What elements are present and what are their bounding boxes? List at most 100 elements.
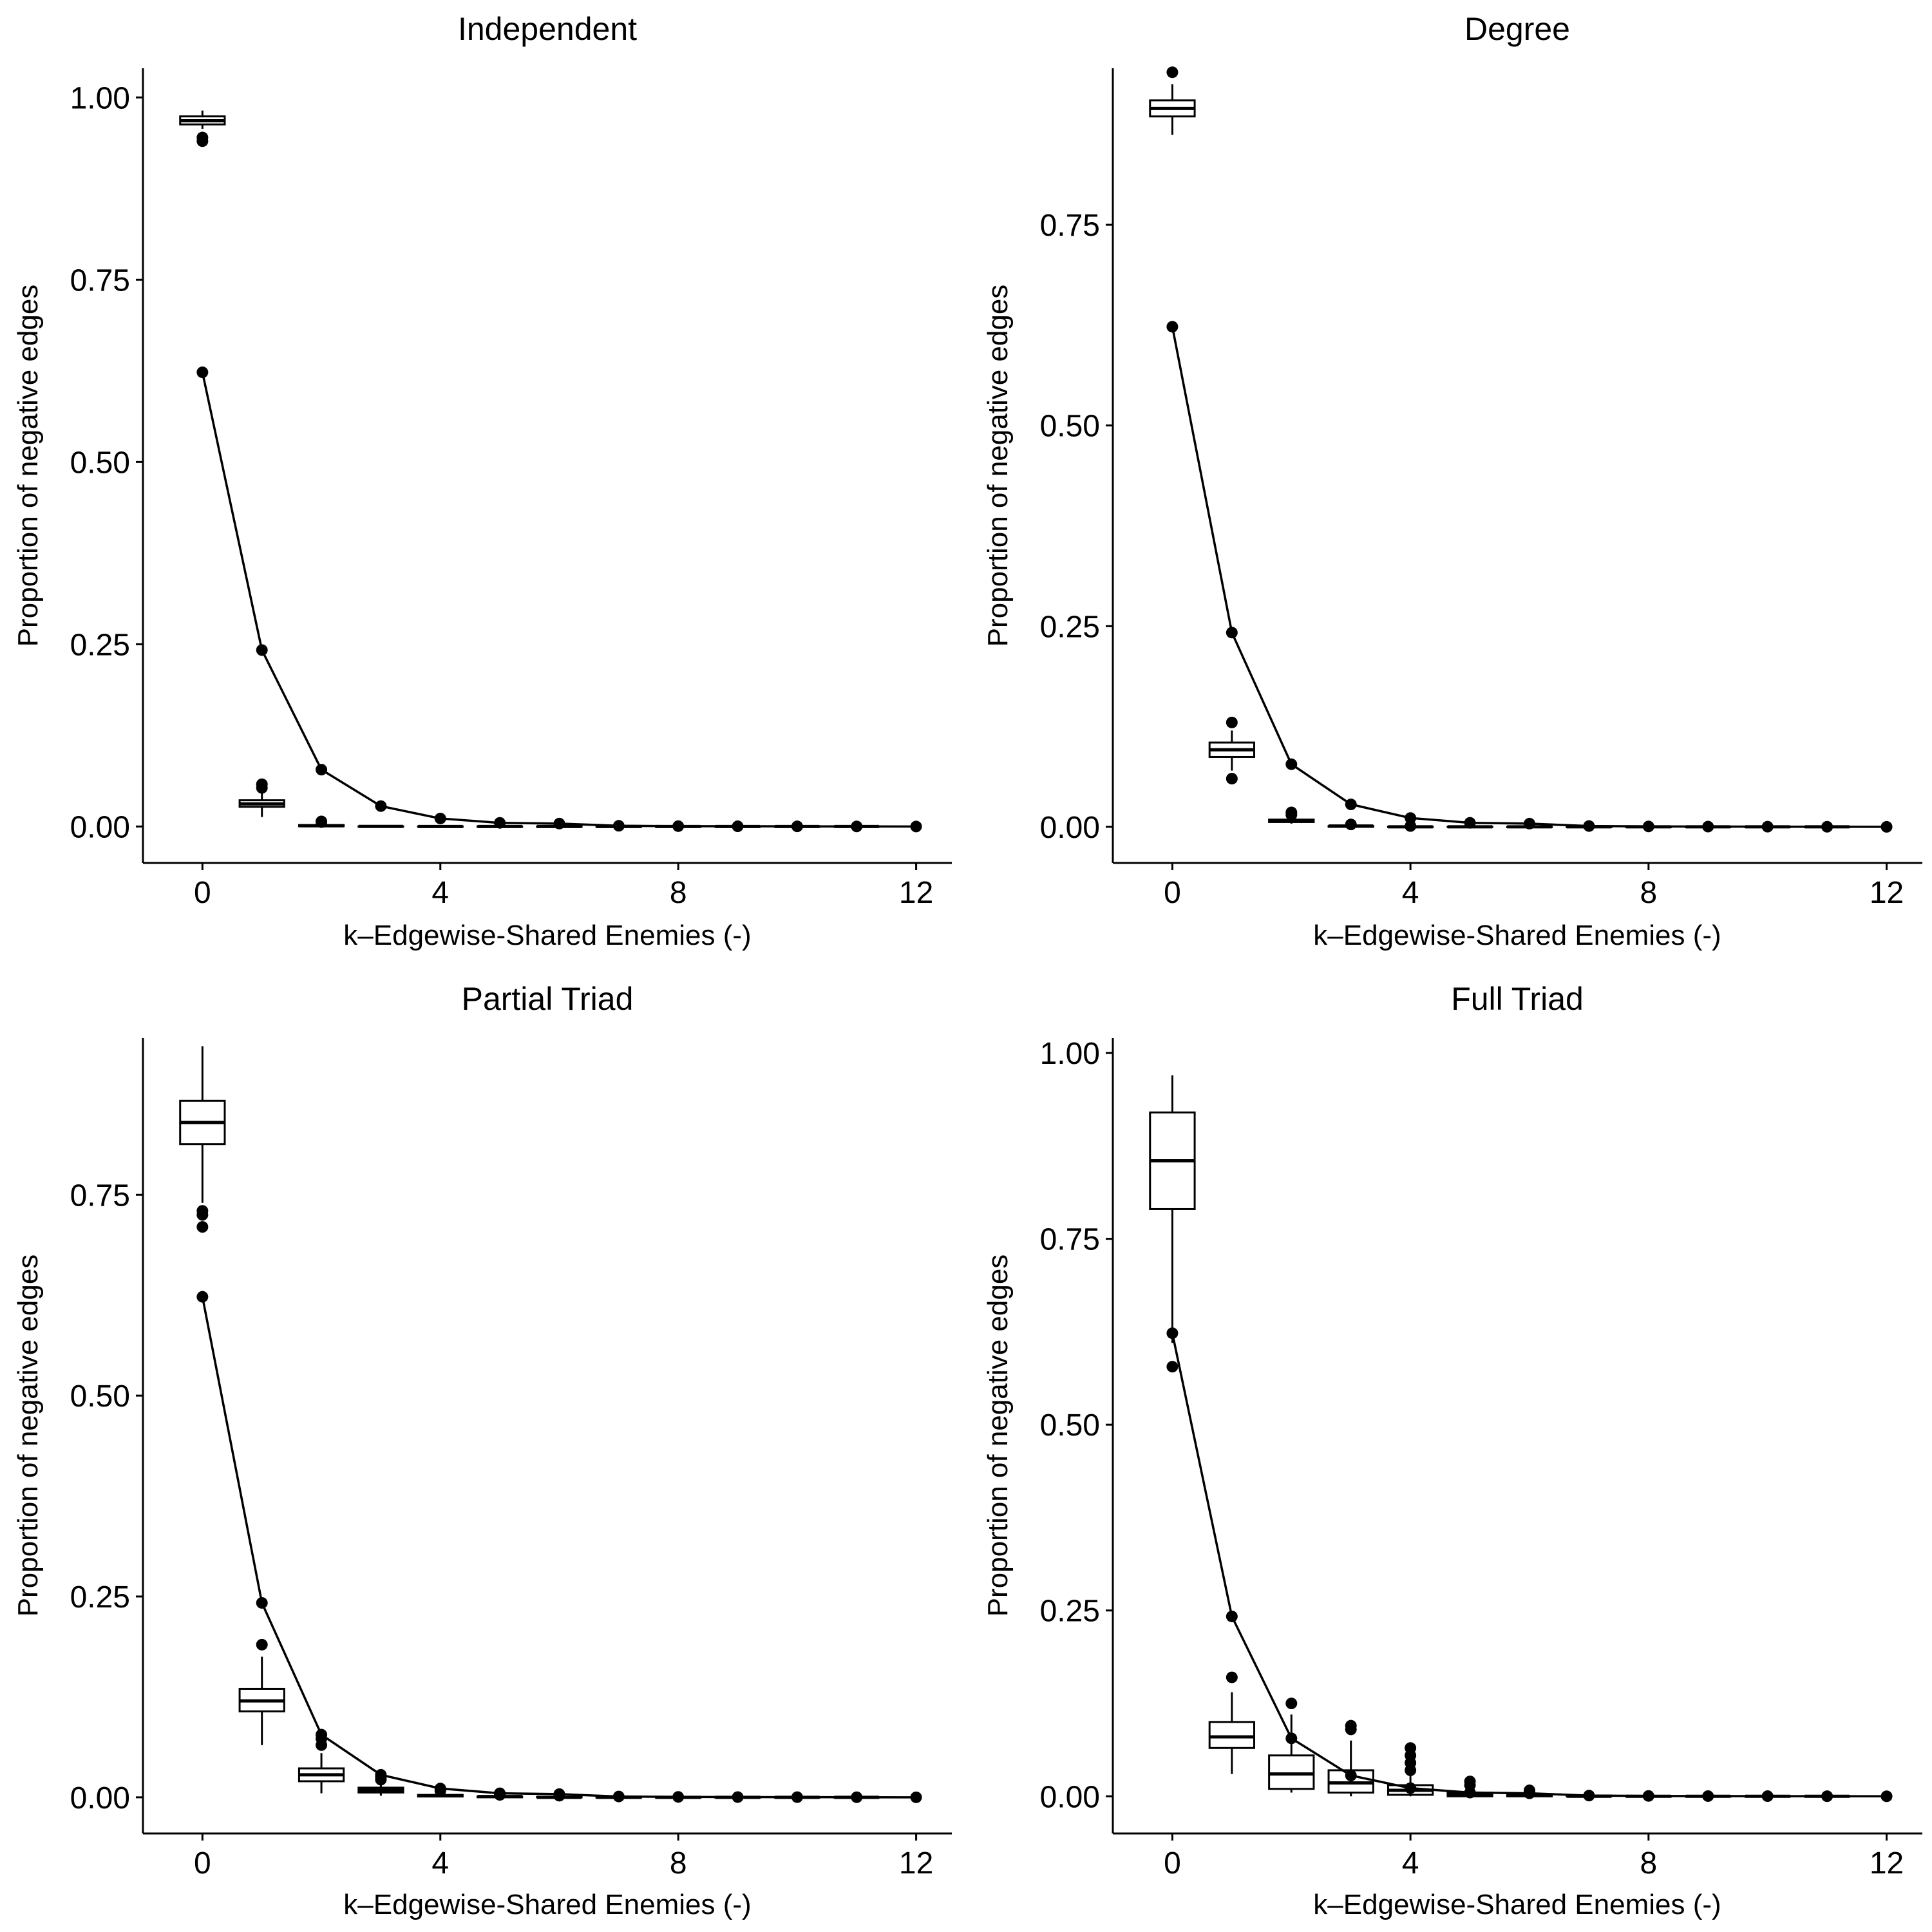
outlier-point	[1166, 1361, 1179, 1373]
y-tick-label: 0.25	[70, 1580, 130, 1615]
outlier-point	[1226, 716, 1238, 728]
observed-point	[1226, 1610, 1238, 1622]
observed-point	[732, 820, 744, 833]
x-tick-label: 12	[1870, 876, 1904, 910]
observed-point	[494, 1787, 506, 1799]
observed-point	[1583, 820, 1595, 832]
y-axis-label: Proportion of negative edges	[12, 285, 44, 647]
observed-point	[434, 812, 446, 824]
y-tick-label: 1.00	[1040, 1037, 1100, 1071]
x-tick-label: 0	[1164, 1846, 1181, 1880]
boxplot-k4	[417, 824, 464, 828]
y-tick-label: 0.75	[1040, 1223, 1100, 1257]
boxplot-k1	[238, 778, 285, 817]
outlier-point	[256, 1638, 268, 1651]
y-axis-label: Proportion of negative edges	[982, 285, 1014, 647]
observed-point	[1226, 627, 1238, 639]
observed-point	[1523, 817, 1535, 829]
x-tick-label: 4	[431, 876, 449, 910]
observed-point	[1880, 820, 1893, 833]
boxplot-k2	[298, 1732, 345, 1794]
y-tick-label: 0.25	[1040, 610, 1100, 644]
boxplot-k0	[1149, 66, 1196, 135]
observed-point	[1761, 1790, 1774, 1803]
observed-point	[1821, 820, 1833, 833]
outlier-point	[1226, 1671, 1238, 1683]
boxplot-k4	[1387, 820, 1434, 832]
observed-point	[851, 820, 863, 833]
observed-point	[612, 820, 625, 832]
observed-point	[494, 817, 506, 829]
observed-point	[1642, 820, 1654, 833]
outlier-point	[1226, 773, 1238, 785]
observed-point	[553, 1788, 565, 1800]
panel-title: Partial Triad	[462, 981, 634, 1017]
observed-point	[1285, 758, 1298, 770]
observed-point	[1583, 1790, 1595, 1802]
observed-point	[791, 820, 803, 833]
plot-area: 0.00 0.25 0.50 0.75 0 4 8 12	[70, 1038, 952, 1880]
boxplot-k1	[1208, 1671, 1256, 1774]
x-axis-label: k–Edgewise-Shared Enemies (-)	[343, 920, 751, 951]
observed-point	[1702, 1790, 1714, 1802]
x-tick-label: 4	[1402, 1846, 1419, 1880]
x-tick-label: 12	[899, 876, 933, 910]
observed-point	[256, 1596, 268, 1609]
x-tick-label: 8	[1640, 1846, 1657, 1880]
outlier-point	[1345, 819, 1357, 831]
boxplot-k3	[357, 824, 404, 828]
observed-point	[375, 1768, 387, 1781]
boxplot-k0	[1149, 1075, 1196, 1373]
x-tick-label: 8	[670, 876, 687, 910]
boxplot-k2	[298, 815, 345, 828]
plot-area: 0.00 0.25 0.50 0.75 0 4 8 12	[1040, 66, 1922, 910]
observed-point	[1345, 1769, 1357, 1781]
observed-point	[316, 1728, 328, 1741]
x-axis-label: k–Edgewise-Shared Enemies (-)	[343, 1889, 751, 1920]
y-tick-label: 0.00	[70, 1781, 130, 1815]
outlier-point	[196, 1209, 209, 1221]
x-axis-label: k–Edgewise-Shared Enemies (-)	[1313, 1889, 1721, 1920]
iqr-box	[1208, 1721, 1256, 1749]
plot-area: 0.00 0.25 0.50 0.75 1.00 0 4 8 12	[1040, 1037, 1922, 1880]
observed-point	[1821, 1790, 1833, 1803]
y-tick-label: 0.00	[1040, 1780, 1100, 1814]
x-tick-label: 8	[670, 1846, 687, 1880]
observed-point	[1880, 1790, 1893, 1803]
observed-point	[256, 644, 268, 656]
outlier-point	[1285, 1698, 1298, 1710]
outlier-point	[196, 1221, 209, 1233]
observed-point	[1405, 1782, 1417, 1794]
x-tick-label: 4	[431, 1846, 449, 1880]
panel-partial-triad: Partial Triad Proportion of negative edg…	[12, 981, 952, 1920]
x-tick-label: 8	[1640, 876, 1657, 910]
y-tick-label: 0.50	[1040, 1408, 1100, 1443]
boxplot-k0	[179, 1046, 226, 1233]
observed-point	[1523, 1787, 1535, 1799]
outlier-point	[1166, 66, 1179, 79]
panel-full-triad: Full Triad Proportion of negative edges …	[982, 981, 1922, 1920]
observed-point	[1166, 321, 1179, 333]
y-axis-label: Proportion of negative edges	[982, 1255, 1014, 1617]
observed-point	[1166, 1327, 1179, 1340]
observed-point	[612, 1790, 625, 1803]
y-tick-label: 0.50	[70, 1379, 130, 1414]
panel-degree: Degree Proportion of negative edges k–Ed…	[982, 11, 1922, 951]
observed-point	[316, 764, 328, 776]
x-tick-label: 0	[194, 876, 211, 910]
y-tick-label: 0.50	[70, 446, 130, 480]
observed-point	[1642, 1790, 1654, 1802]
x-tick-label: 12	[1870, 1846, 1904, 1880]
outlier-point	[1345, 1719, 1357, 1732]
outlier-point	[1405, 820, 1417, 832]
y-tick-label: 0.50	[1040, 410, 1100, 444]
boxplot-k0	[179, 110, 226, 147]
observed-point	[672, 820, 685, 832]
observed-point	[434, 1783, 446, 1795]
x-tick-label: 4	[1402, 876, 1419, 910]
observed-point	[1702, 820, 1714, 833]
outlier-point	[1285, 806, 1298, 819]
observed-point	[553, 817, 565, 829]
